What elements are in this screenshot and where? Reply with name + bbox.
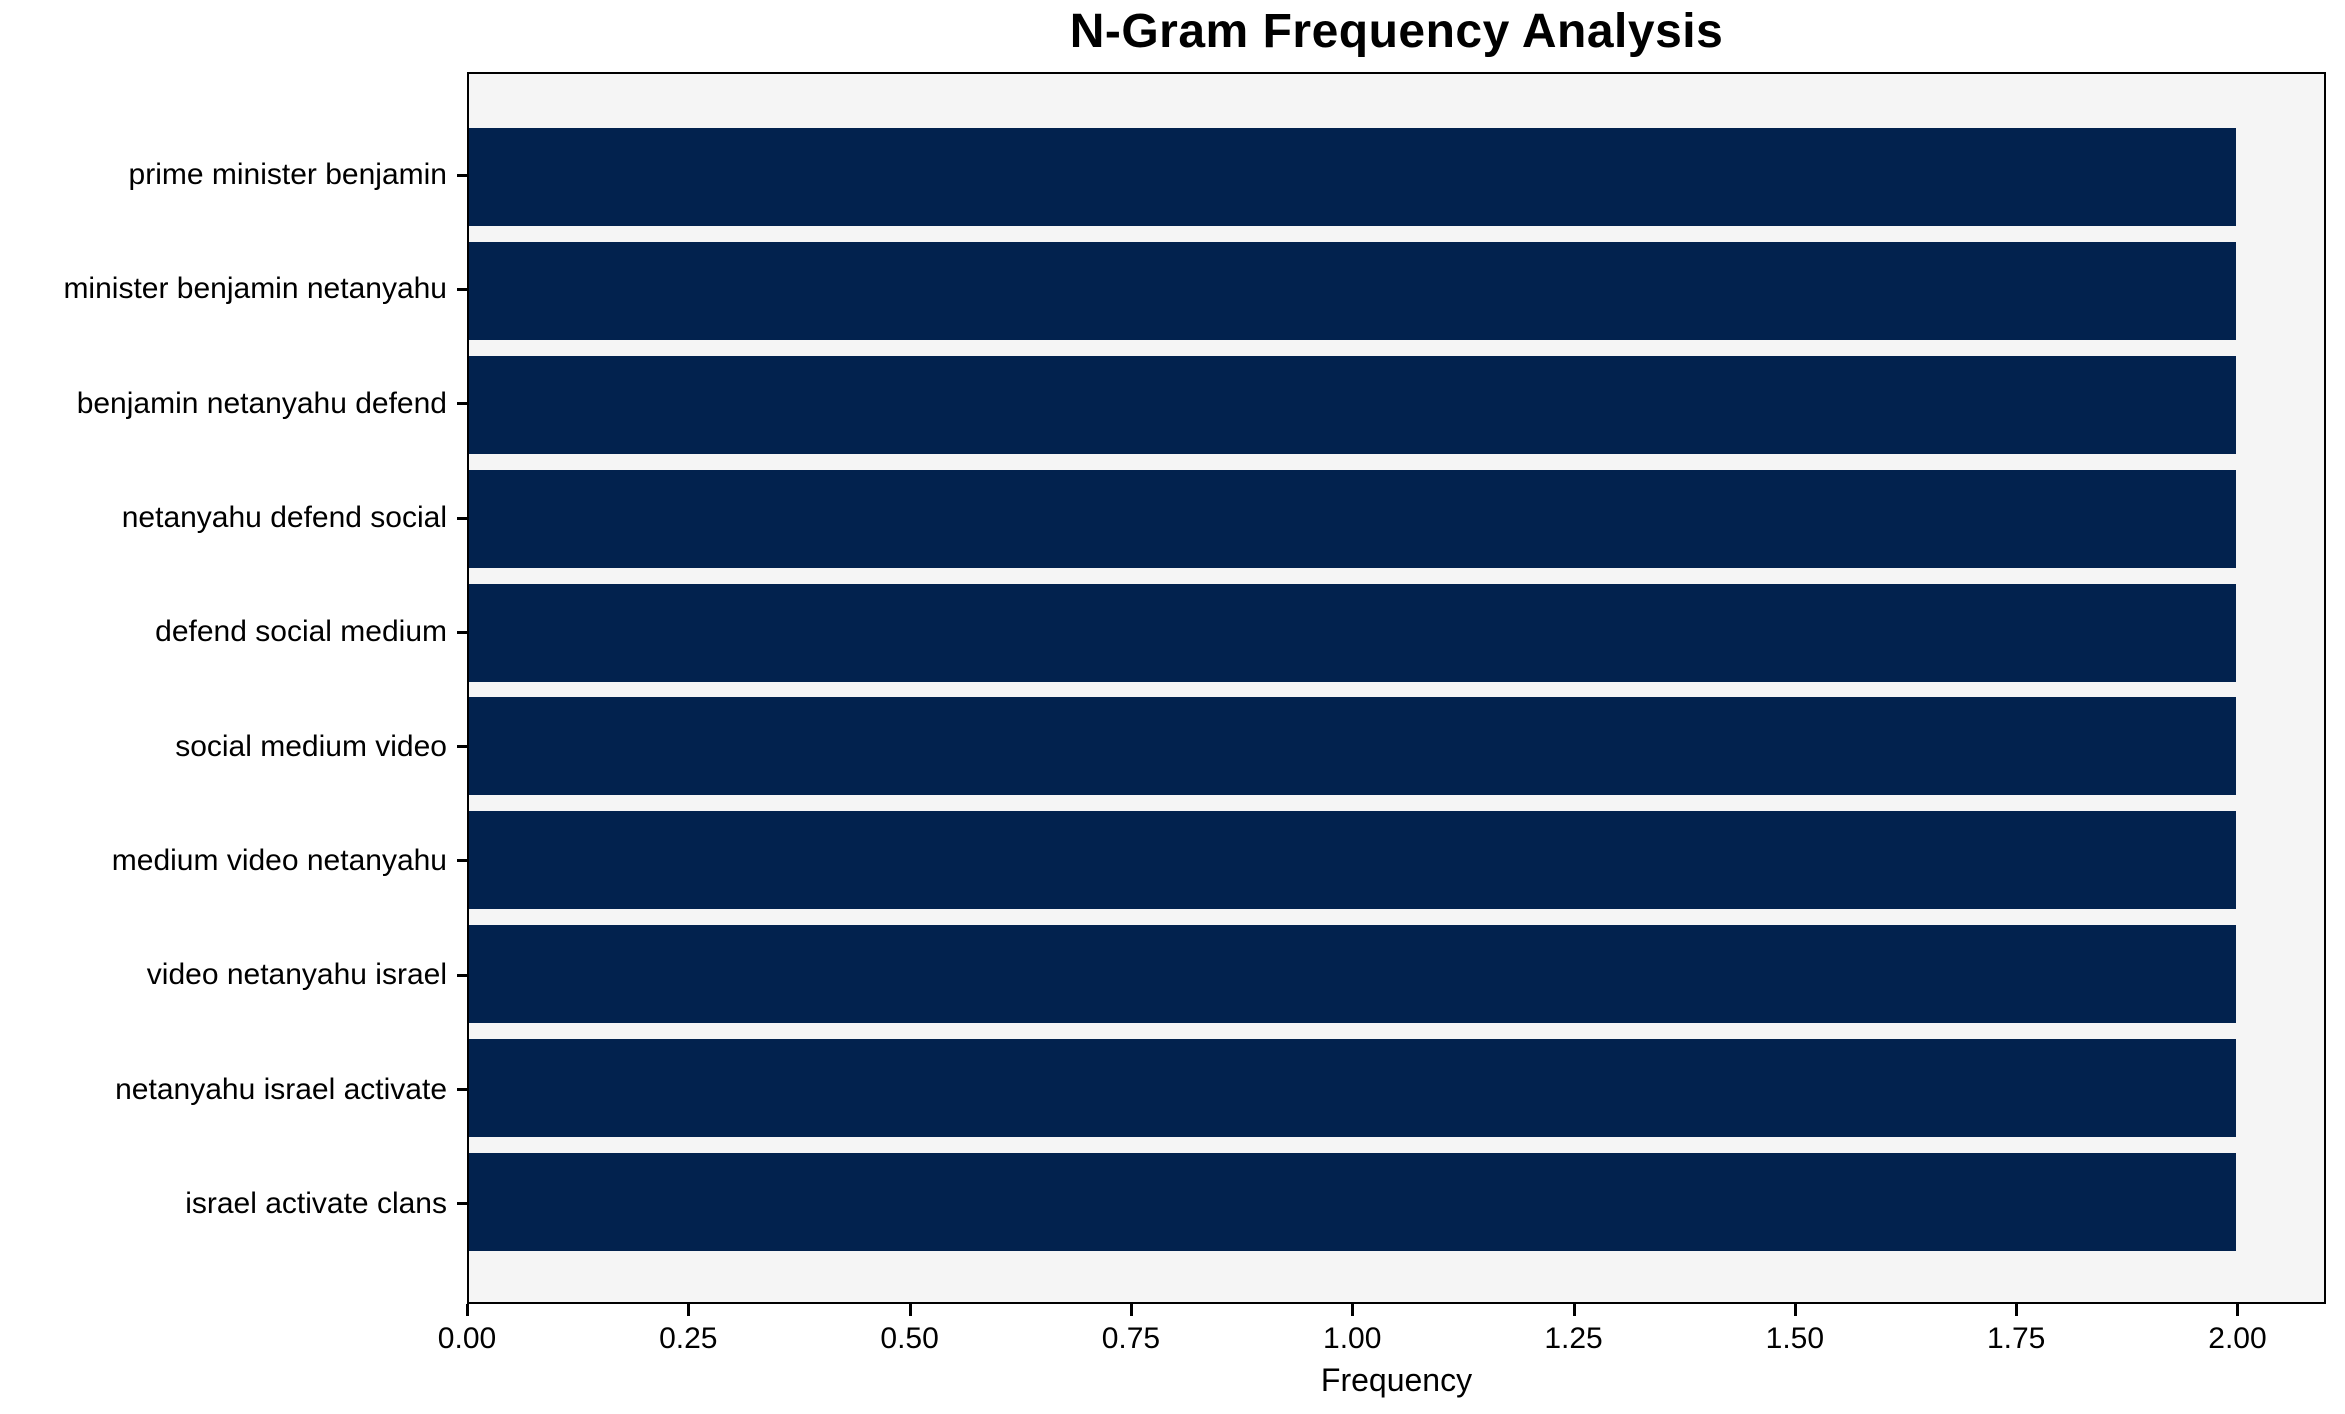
x-tick-label: 1.25: [1544, 1322, 1603, 1355]
x-tick-label: 0.75: [1101, 1322, 1161, 1355]
x-tick-mark: [2236, 1304, 2240, 1316]
x-tick-label: 0.00: [437, 1322, 497, 1355]
y-tick-mark: [457, 1202, 467, 1206]
bar-row: [469, 576, 2324, 690]
bar: [469, 1153, 2236, 1252]
y-tick-mark: [457, 402, 467, 406]
y-tick-mark: [457, 516, 467, 520]
x-axis-title: Frequency: [1320, 1362, 1473, 1398]
y-tick-label: benjamin netanyahu defend: [76, 386, 447, 420]
bar: [469, 583, 2236, 682]
y-axis-labels: prime minister benjamin minister benjamin…: [0, 72, 467, 1304]
x-tick-mark: [908, 1304, 912, 1316]
bar-row: [469, 1031, 2324, 1145]
x-tick-label: 0.25: [659, 1322, 718, 1355]
x-tick-label: 0.50: [880, 1322, 939, 1355]
bar: [469, 127, 2236, 226]
x-tick-mark: [687, 1304, 691, 1316]
y-tick-label: israel activate clans: [185, 1186, 447, 1220]
y-label-row: minister benjamin netanyahu: [0, 232, 467, 346]
bar: [469, 811, 2236, 910]
bar: [469, 1039, 2236, 1138]
x-tick-label: 1.00: [1323, 1322, 1382, 1355]
bar: [469, 925, 2236, 1024]
y-tick-label: prime minister benjamin: [128, 158, 447, 192]
x-tick-mark: [466, 1304, 469, 1316]
y-tick-label: video netanyahu israel: [146, 958, 447, 992]
bar: [469, 469, 2236, 568]
y-tick-mark: [457, 287, 467, 291]
x-tick-mark: [2015, 1304, 2019, 1316]
y-tick-mark: [457, 173, 467, 177]
x-tick-label: 1.75: [1986, 1322, 2046, 1355]
bar-row: [469, 917, 2324, 1031]
bar: [469, 697, 2236, 796]
bar-row: [469, 120, 2324, 234]
x-tick-label: 1.50: [1765, 1322, 1825, 1355]
x-tick-mark: [1351, 1304, 1355, 1316]
y-tick-label: netanyahu defend social: [121, 501, 447, 535]
bar: [469, 355, 2236, 454]
y-tick-mark: [457, 745, 467, 749]
y-tick-label: social medium video: [175, 729, 447, 763]
y-label-row: netanyahu defend social: [0, 461, 467, 575]
x-tick-mark: [1793, 1304, 1797, 1316]
bar-row: [469, 348, 2324, 462]
y-tick-mark: [457, 859, 467, 863]
y-tick-label: defend social medium: [155, 615, 447, 649]
y-label-row: defend social medium: [0, 575, 467, 689]
x-tick-label: 2.00: [2208, 1322, 2267, 1355]
x-tick-mark: [1129, 1304, 1133, 1316]
bar: [469, 241, 2236, 340]
bar-row: [469, 1145, 2324, 1259]
y-label-row: israel activate clans: [0, 1147, 467, 1261]
chart-title: N-Gram Frequency Analysis: [1069, 5, 1724, 58]
x-axis: 0.00 0.25 0.50 0.75 1.00 1.25 1.50 1.75 2.00: [438, 1304, 2326, 1414]
y-tick-mark: [457, 973, 467, 977]
bar-row: [469, 803, 2324, 917]
bar-row: [469, 234, 2324, 348]
y-label-row: video netanyahu israel: [0, 918, 467, 1032]
y-label-row: benjamin netanyahu defend: [0, 347, 467, 461]
y-tick-mark: [457, 1088, 467, 1092]
y-tick-mark: [457, 630, 467, 634]
plot-area: [467, 72, 2326, 1304]
y-label-row: prime minister benjamin: [0, 118, 467, 232]
y-label-row: medium video netanyahu: [0, 804, 467, 918]
y-label-row: netanyahu israel activate: [0, 1032, 467, 1146]
y-tick-label: medium video netanyahu: [111, 843, 447, 877]
y-label-row: social medium video: [0, 689, 467, 803]
bar-row: [469, 462, 2324, 576]
bar-row: [469, 690, 2324, 804]
y-tick-label: minister benjamin netanyahu: [63, 272, 447, 306]
y-tick-label: netanyahu israel activate: [115, 1072, 447, 1106]
x-tick-mark: [1572, 1304, 1576, 1316]
